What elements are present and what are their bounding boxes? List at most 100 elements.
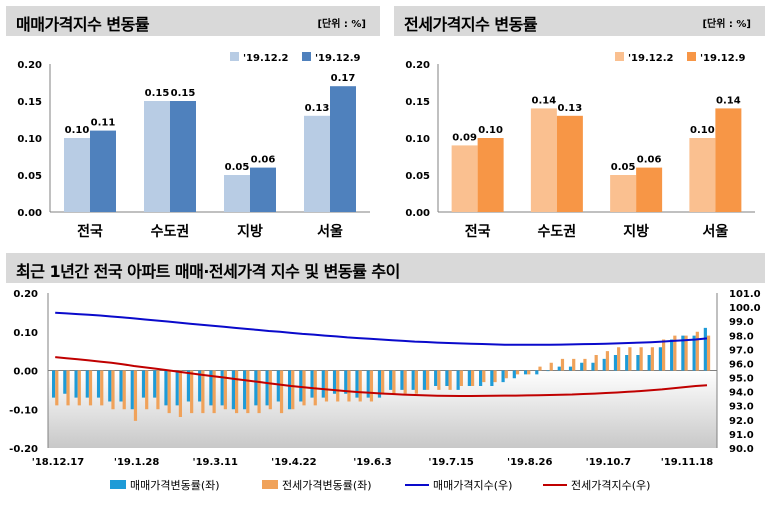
right-y-tick-label: 97.0 (729, 345, 754, 356)
jeonse-rate-bar (122, 370, 126, 410)
sale-rate-bar (490, 370, 494, 386)
sale-rate-bar (546, 370, 550, 372)
jeonse-rate-bar (392, 370, 396, 394)
sale-rate-bar (580, 362, 584, 371)
jeonse-rate-bar (684, 335, 688, 371)
x-tick-label: '19.10.7 (586, 457, 631, 468)
y-tick-label: 0.00 (405, 208, 430, 219)
left-y-tick-label: 0.10 (13, 328, 38, 339)
data-label: 0.14 (532, 95, 557, 106)
legend-label: 전세가격지수(우) (571, 479, 650, 492)
jeonse-rate-bar (223, 370, 227, 410)
legend-label: 전세가격변동률(좌) (282, 479, 372, 492)
bar (170, 101, 196, 212)
bar (144, 101, 170, 212)
jeonse-rate-bar (448, 370, 452, 390)
jeonse-rate-bar (291, 370, 295, 410)
jeonse-rate-bar (100, 370, 104, 406)
left-y-tick-label: 0.20 (13, 289, 38, 300)
sale-rate-bar (198, 370, 202, 402)
x-tick-label: '19.11.18 (661, 457, 713, 468)
sale-rate-bar (568, 366, 573, 371)
right-y-tick-label: 94.0 (729, 388, 754, 399)
jeonse-rate-bar (369, 370, 374, 402)
sale-rate-bar (231, 370, 235, 410)
sale-rate-bar (355, 370, 359, 398)
jeonse-rate-bar (504, 370, 508, 379)
left-y-tick-label: -0.20 (9, 444, 38, 455)
trend-chart: -0.20 -0.10 0.00 0.10 0.20 90.0 91.0 92.0 93.0 94… (9, 289, 761, 492)
sale-rate-bar (411, 370, 415, 390)
sale-rate-bar (512, 370, 516, 379)
jeonse-rate-bar (437, 370, 441, 390)
sale-rate-bar (332, 370, 337, 394)
jeonse-rate-bar (111, 370, 115, 410)
jeonse-rate-bar (403, 370, 407, 394)
sale-rate-bar (141, 370, 146, 398)
data-label: 0.05 (225, 162, 250, 173)
data-label: 0.06 (637, 155, 662, 166)
bar (224, 175, 250, 212)
bar (304, 115, 330, 212)
jeonse-rate-bar (201, 370, 205, 414)
legend-swatch (262, 480, 278, 489)
bar (330, 86, 356, 212)
sale-rate-bar (535, 370, 539, 375)
sale-rate-bar (377, 370, 382, 398)
jeonse-rate-bar (605, 351, 610, 371)
sale-rate-bar (119, 370, 123, 402)
jeonse-rate-bar (650, 347, 654, 371)
sale-rate-bar (479, 370, 483, 386)
right-y-tick-label: 91.0 (729, 430, 754, 441)
trend-panel-title: 최근 1년간 전국 아파트 매매·전세가격 지수 및 변동률 추이 (16, 262, 400, 281)
bar (477, 138, 504, 212)
y-tick-label: 0.10 (17, 134, 42, 145)
sale-rate-bar (703, 327, 707, 371)
sale-rate-bar (613, 355, 618, 371)
x-tick-label: 지방 (623, 223, 649, 240)
right-y-tick-label: 93.0 (729, 402, 754, 413)
x-tick-label: 전국 (465, 223, 491, 240)
jeonse-rate-bar (572, 358, 576, 371)
legend-swatch (687, 52, 696, 61)
sale-rate-bar (591, 362, 595, 371)
sale-rate-bar (366, 370, 370, 398)
right-y-tick-label: 99.0 (729, 317, 754, 328)
x-tick-label: '19.1.28 (114, 457, 159, 468)
sale-rate-bar (658, 347, 663, 371)
data-label: 0.10 (65, 125, 90, 136)
y-tick-label: 0.20 (17, 60, 42, 71)
data-label: 0.11 (91, 118, 116, 129)
right-y-tick-label: 95.0 (729, 374, 754, 385)
x-tick-label: 지방 (237, 223, 263, 240)
bar (451, 145, 478, 212)
data-label: 0.09 (452, 132, 477, 143)
sale-rate-bar (467, 370, 471, 386)
jeonse-panel-title: 전세가격지수 변동률 (404, 15, 538, 34)
legend-label: '19.12.2 (243, 53, 288, 64)
x-tick-label: 전국 (77, 223, 103, 240)
jeonse-change-chart: 0.00 0.05 0.10 0.15 0.20 '19.12.2 '19.12.9 0.09… (405, 52, 755, 240)
jeonse-rate-bar (167, 370, 171, 414)
sale-panel-title: 매매가격지수 변동률 (16, 15, 150, 34)
sale-rate-bar (692, 335, 696, 371)
x-tick-label: '19.8.26 (507, 457, 552, 468)
jeonse-rate-bar (639, 347, 643, 371)
jeonse-rate-bar (673, 335, 677, 371)
jeonse-rate-bar (145, 370, 149, 410)
sale-rate-bar (243, 370, 247, 410)
sale-rate-bar (456, 370, 460, 390)
sale-rate-bar (63, 370, 67, 394)
sale-rate-bar (96, 370, 101, 398)
bar (250, 167, 276, 212)
x-tick-label: '19.6.3 (353, 457, 392, 468)
legend-label: '19.12.9 (315, 53, 360, 64)
data-label: 0.06 (251, 155, 276, 166)
jeonse-rate-bar (336, 370, 340, 402)
sale-rate-bar (434, 370, 438, 386)
jeonse-rate-bar (662, 339, 666, 371)
data-label: 0.10 (478, 125, 503, 136)
sale-rate-bar (52, 370, 56, 398)
sale-rate-bar (557, 366, 561, 371)
jeonse-rate-bar (77, 370, 81, 406)
